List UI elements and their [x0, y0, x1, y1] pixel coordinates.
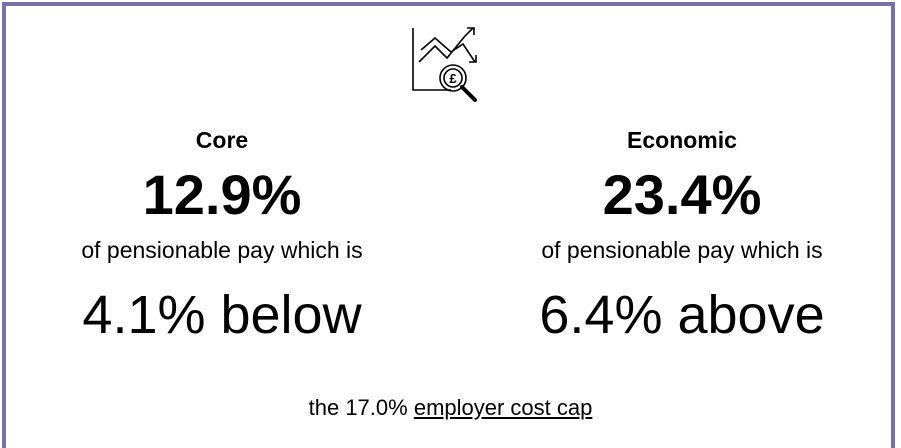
panel: Core 12.9% of pensionable pay which is 4… — [2, 120, 442, 360]
comparison: 6.4% above — [539, 285, 825, 345]
panel-title: Economic — [627, 127, 737, 153]
footer-text: the 17.0% — [308, 395, 408, 420]
rate: 23.4% — [602, 163, 762, 226]
description: of pensionable pay which is — [541, 237, 823, 263]
icon: £ — [412, 27, 477, 102]
panel: Economic 23.4% of pensionable pay which … — [462, 120, 901, 360]
footer: the 17.0% employer cost cap — [0, 390, 901, 426]
rate: 12.9% — [142, 163, 302, 226]
panel-title: Core — [195, 127, 249, 153]
icon-symbol: £ — [449, 71, 457, 86]
description: of pensionable pay which is — [81, 237, 363, 263]
comparison: 4.1% below — [82, 285, 362, 345]
footer-link[interactable]: employer cost cap — [413, 395, 593, 420]
